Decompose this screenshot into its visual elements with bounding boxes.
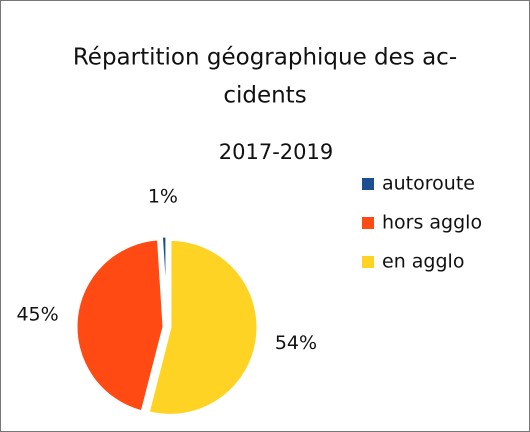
pie-slice <box>74 237 166 414</box>
legend-label: autoroute <box>382 173 475 195</box>
data-label: 54% <box>275 332 317 354</box>
legend-swatch <box>362 178 374 190</box>
chart-title: Répartition géographique des ac- <box>73 45 457 71</box>
pie-slice <box>159 234 169 325</box>
chart-title: cidents <box>223 83 306 109</box>
legend-swatch <box>362 256 374 268</box>
legend-swatch <box>362 217 374 229</box>
data-label: 1% <box>148 186 178 208</box>
data-label: 45% <box>16 303 58 325</box>
chart-subtitle: 2017-2019 <box>219 140 333 164</box>
legend-label: en agglo <box>382 251 464 273</box>
pie-slice <box>146 237 260 417</box>
legend-label: hors agglo <box>382 212 482 234</box>
